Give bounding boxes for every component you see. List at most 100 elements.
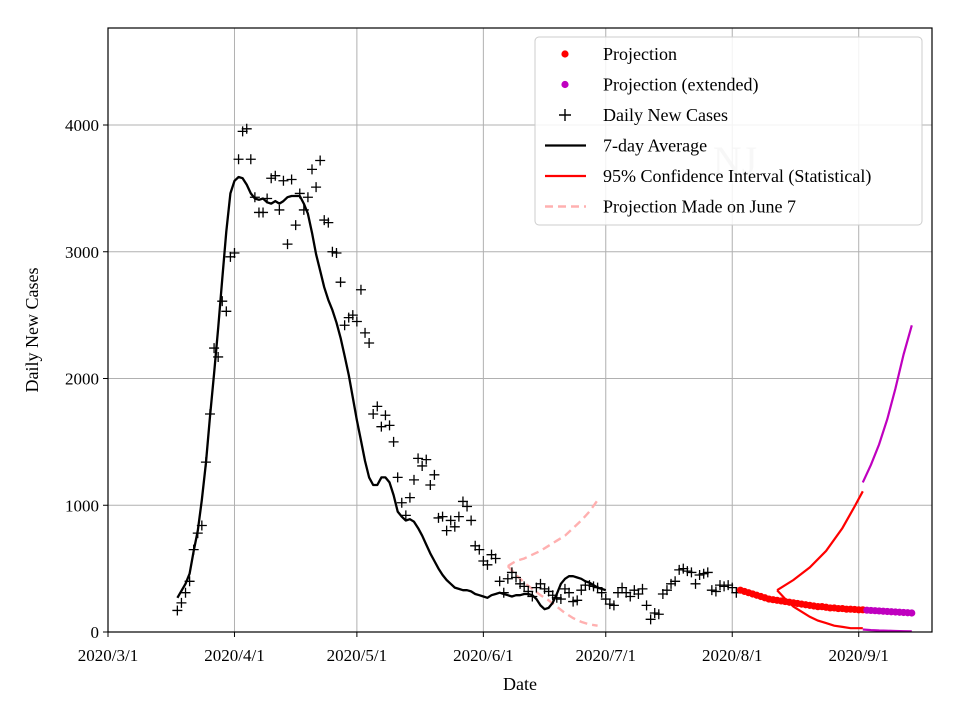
daily-case-point [453, 511, 464, 522]
plot-series [172, 123, 916, 633]
daily-case-point [266, 173, 277, 184]
daily-case-point [433, 512, 444, 523]
daily-case-point [315, 155, 326, 166]
x-tick-label: 2020/8/1 [702, 646, 762, 665]
daily-case-point [706, 585, 717, 596]
daily-case-point [286, 174, 297, 185]
daily-case-point [425, 479, 436, 490]
daily-case-point [572, 595, 583, 606]
daily-case-point [351, 316, 362, 327]
daily-case-point [270, 170, 281, 181]
x-tick-label: 2020/4/1 [204, 646, 264, 665]
daily-case-point [670, 576, 681, 587]
daily-case-point [661, 585, 672, 596]
daily-case-point [364, 338, 375, 349]
daily-case-point [535, 578, 546, 589]
daily-case-point [290, 220, 301, 231]
daily-case-point [576, 585, 587, 596]
daily-case-point [282, 239, 293, 250]
daily-case-point [404, 492, 415, 503]
x-tick-label: 2020/6/1 [453, 646, 513, 665]
daily-case-point [343, 312, 354, 323]
daily-case-point [511, 572, 521, 583]
daily-case-point [698, 568, 709, 579]
daily-case-point [372, 401, 383, 412]
daily-case-point [347, 310, 358, 321]
daily-case-point [429, 469, 440, 480]
daily-case-point [604, 599, 615, 610]
daily-case-point [449, 521, 460, 532]
plot-frame [107, 27, 933, 633]
daily-case-point [437, 511, 448, 522]
x-tick-label: 2020/7/1 [576, 646, 636, 665]
daily-case-point [368, 408, 379, 419]
daily-case-point [441, 525, 452, 536]
daily-case-point [568, 596, 579, 607]
daily-case-point [482, 559, 493, 570]
daily-case-point [311, 182, 322, 193]
daily-case-point [515, 578, 526, 589]
legend-marker-dot [561, 50, 569, 58]
daily-case-point [617, 582, 628, 593]
legend: Projection Projection (extended) Daily New… [534, 36, 923, 226]
daily-case-point [229, 248, 240, 259]
daily-case-point [678, 563, 689, 574]
daily-case-point [172, 605, 183, 616]
legend-label: Daily New Cases [603, 105, 728, 125]
daily-case-point [666, 578, 677, 589]
x-tick-label: 2020/3/1 [78, 646, 138, 665]
daily-case-point [258, 207, 269, 218]
daily-case-point [490, 553, 501, 564]
daily-case-point [445, 515, 456, 526]
daily-case-point [221, 306, 232, 317]
legend-marker-dot [561, 80, 569, 89]
daily-case-point [690, 578, 701, 589]
daily-case-point [564, 587, 575, 598]
daily-case-point [278, 175, 289, 186]
daily-case-point [217, 296, 228, 307]
daily-case-point [719, 581, 730, 592]
daily-case-point [355, 284, 366, 295]
y-tick-label: 0 [91, 623, 100, 642]
extended-projection-point [908, 609, 916, 617]
daily-case-point [400, 510, 411, 521]
daily-case-point [641, 600, 652, 611]
y-tick-label: 1000 [65, 496, 99, 515]
x-tick-label: 2020/5/1 [327, 646, 387, 665]
daily-case-point [466, 515, 477, 526]
daily-case-point [555, 594, 566, 605]
daily-case-point [702, 567, 713, 578]
daily-case-point [176, 597, 187, 608]
daily-case-point [417, 460, 428, 471]
y-tick-label: 4000 [65, 116, 99, 135]
daily-case-point [649, 607, 660, 618]
daily-case-point [376, 421, 387, 432]
daily-case-point [388, 436, 399, 447]
daily-case-point [396, 497, 407, 508]
daily-case-point [360, 327, 371, 338]
daily-case-point [392, 472, 403, 483]
x-tick-label: 2020/9/1 [828, 646, 888, 665]
legend-label: Projection [603, 44, 677, 64]
daily-case-point [519, 581, 530, 592]
daily-case-point [331, 248, 342, 259]
legend-label: 7-day Average [603, 136, 707, 156]
daily-case-point [474, 544, 485, 555]
seven-day-average-line [176, 175, 607, 611]
daily-case-point [682, 566, 693, 577]
y-tick-label: 3000 [65, 243, 99, 262]
x-axis-label: Date [503, 674, 537, 694]
daily-case-point [339, 320, 350, 331]
daily-case-point [506, 567, 517, 578]
daily-case-point [600, 594, 611, 605]
daily-case-point [323, 217, 334, 228]
daily-case-point [180, 587, 191, 598]
daily-case-point [237, 126, 248, 137]
daily-case-point [274, 204, 285, 215]
daily-case-point [653, 609, 664, 620]
y-axis-label: Daily New Cases [22, 268, 42, 393]
daily-case-point [327, 246, 338, 257]
daily-case-point [674, 564, 685, 575]
daily-case-point [723, 580, 734, 591]
